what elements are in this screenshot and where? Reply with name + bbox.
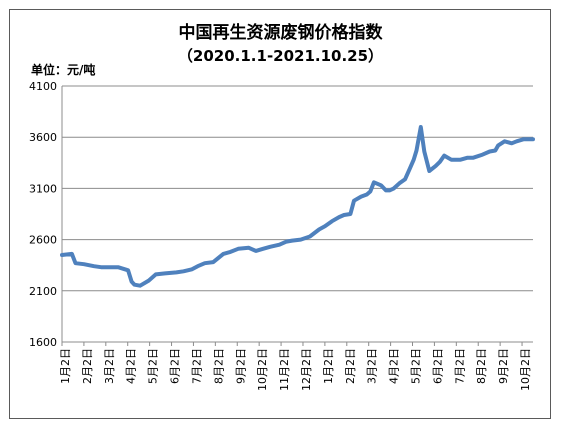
y-tick-label: 4100 xyxy=(29,80,57,93)
y-tick-label: 1600 xyxy=(29,336,57,349)
x-tick-label: 7月2日 xyxy=(190,348,203,384)
y-tick-label: 3600 xyxy=(29,131,57,144)
x-tick-label: 2月2日 xyxy=(81,348,94,384)
chart-title: 中国再生资源废钢价格指数 xyxy=(178,23,383,43)
price-index-line xyxy=(60,125,535,288)
x-tick-label: 11月2日 xyxy=(278,348,291,391)
x-tick-label: 3月2日 xyxy=(366,348,379,384)
x-tick-label: 12月2日 xyxy=(300,348,313,391)
x-tick-label: 6月2日 xyxy=(169,348,182,384)
x-tick-label: 10月2日 xyxy=(519,348,532,391)
x-tick-label: 8月2日 xyxy=(475,348,488,384)
unit-label: 单位：元/吨 xyxy=(31,63,96,77)
y-tick-label: 2100 xyxy=(29,285,57,298)
x-tick-label: 6月2日 xyxy=(431,348,444,384)
x-tick-label: 1月2日 xyxy=(322,348,335,384)
x-tick-label: 2月2日 xyxy=(344,348,357,384)
x-tick-label: 5月2日 xyxy=(147,348,160,384)
x-tick-label: 4月2日 xyxy=(125,348,138,384)
chart-frame xyxy=(9,9,551,419)
x-tick-label: 7月2日 xyxy=(453,348,466,384)
y-tick-label: 3100 xyxy=(29,182,57,195)
x-tick-label: 10月2日 xyxy=(256,348,269,391)
x-tick-label: 8月2日 xyxy=(212,348,225,384)
x-tick-label: 1月2日 xyxy=(59,348,72,384)
y-tick-label: 2600 xyxy=(29,234,57,247)
x-tick-label: 9月2日 xyxy=(497,348,510,384)
x-tick-label: 5月2日 xyxy=(410,348,423,384)
x-tick-label: 9月2日 xyxy=(234,348,247,384)
x-tick-label: 3月2日 xyxy=(103,348,116,384)
x-tick-label: 4月2日 xyxy=(388,348,401,384)
chart-subtitle: （2020.1.1-2021.10.25） xyxy=(177,47,384,65)
